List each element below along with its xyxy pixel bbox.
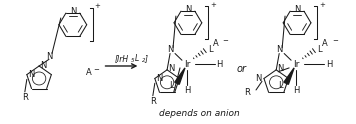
Text: N: N: [40, 61, 47, 70]
Text: N: N: [256, 74, 262, 83]
Text: R: R: [22, 93, 28, 102]
Text: N: N: [70, 7, 76, 16]
Text: R: R: [150, 97, 156, 106]
Text: A: A: [213, 39, 219, 48]
Text: N: N: [185, 5, 191, 14]
FancyArrowPatch shape: [105, 64, 136, 68]
Text: N: N: [28, 70, 34, 79]
Text: Ir: Ir: [184, 60, 190, 69]
Text: H: H: [216, 60, 223, 69]
Text: −: −: [94, 67, 100, 73]
Polygon shape: [175, 68, 185, 84]
Text: +: +: [210, 2, 216, 8]
Text: 2: 2: [142, 58, 145, 63]
Text: N: N: [276, 45, 282, 54]
Text: L: L: [278, 81, 283, 90]
Text: H: H: [293, 86, 299, 95]
Polygon shape: [284, 68, 294, 84]
Text: 5: 5: [131, 58, 134, 63]
Text: −: −: [222, 38, 229, 44]
Text: L: L: [169, 81, 173, 90]
Text: Ir: Ir: [293, 60, 299, 69]
Text: L: L: [135, 54, 140, 63]
Text: H: H: [184, 86, 190, 95]
Text: N: N: [156, 74, 162, 83]
Text: A: A: [86, 68, 91, 77]
Text: A: A: [322, 39, 328, 48]
Text: or: or: [236, 64, 246, 74]
Text: N: N: [168, 64, 174, 73]
Text: N: N: [46, 52, 52, 61]
Text: [IrH: [IrH: [114, 54, 129, 63]
Text: −: −: [332, 38, 337, 44]
Text: H: H: [326, 60, 332, 69]
Text: ]: ]: [145, 54, 148, 63]
Text: N: N: [294, 5, 300, 14]
Text: depends on anion: depends on anion: [159, 109, 240, 118]
Text: N: N: [277, 64, 284, 73]
Text: L: L: [208, 45, 213, 54]
Text: +: +: [319, 2, 325, 8]
Text: R: R: [244, 88, 250, 97]
Text: L: L: [318, 45, 322, 54]
Text: +: +: [95, 3, 100, 10]
Text: N: N: [167, 45, 173, 54]
